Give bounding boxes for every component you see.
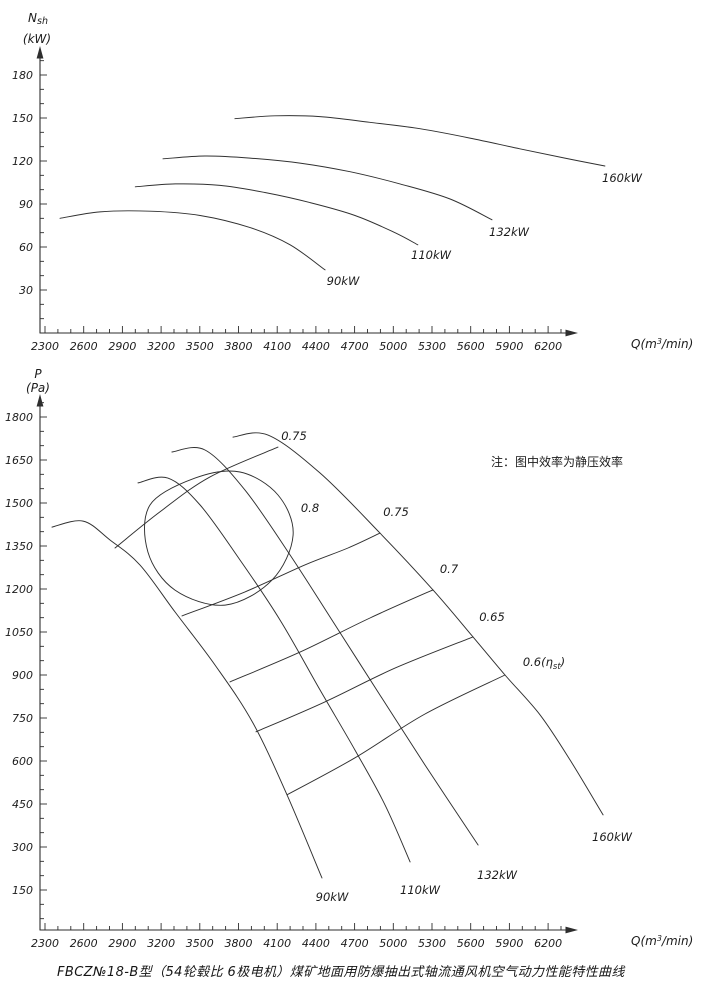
curve-eta-0.75-right: [181, 532, 381, 617]
chart-annotation: 0.65: [479, 610, 505, 624]
x-tick-label: 4700: [341, 340, 369, 353]
y-tick-label: 60: [19, 241, 33, 254]
static-pressure-chart: 2300 2600 2900 3200 3500 3800 4100 4400 4700 5000…: [5, 367, 693, 950]
x-tick-label: 2300: [31, 937, 59, 950]
chart-annotation: 160kW: [602, 171, 643, 185]
y-tick-label: 1500: [5, 497, 33, 510]
y-tick-label: 150: [12, 112, 33, 125]
shaft-power-chart: 2300 2600 2900 3200 3500 3800 4100 4400 4700 5000…: [12, 11, 693, 353]
x-tick-label: 4100: [263, 937, 291, 950]
y-axis-arrow-icon: [36, 46, 44, 59]
chart-annotation: 132kW: [489, 225, 530, 239]
x-tick-label: 5300: [418, 937, 446, 950]
y-tick-label: 1200: [5, 583, 33, 596]
chart-annotation: 90kW: [327, 274, 360, 288]
chart-annotation: Q(m3/min): [631, 337, 693, 351]
x-tick-label: 5900: [495, 340, 523, 353]
x-tick-label: 3800: [225, 340, 253, 353]
chart-annotation: 0.7: [440, 562, 459, 576]
y-tick-label: 1050: [5, 626, 33, 639]
y-tick-label: 750: [12, 712, 33, 725]
x-tick-label: 4400: [302, 340, 330, 353]
curve-90kW: [51, 520, 323, 879]
y-tick-label: 600: [12, 755, 33, 768]
chart-annotation: P: [34, 367, 42, 381]
y-tick-label: 1800: [5, 411, 33, 424]
x-tick-label: 3200: [147, 340, 175, 353]
y-tick-label: 300: [12, 841, 33, 854]
curve-eta-0.65: [255, 636, 474, 733]
x-tick-label: 4700: [341, 937, 369, 950]
curve-eta-0.7: [229, 589, 434, 683]
curve-160kW: [234, 115, 606, 167]
x-tick-label: 5600: [457, 340, 485, 353]
chart-annotation: 0.6(ηst): [523, 655, 565, 672]
y-tick-label: 900: [12, 669, 33, 682]
chart-annotation: 0.75: [383, 505, 409, 519]
figure-caption: FBCZ№18-B型（54轮毂比 6极电机）煤矿地面用防爆抽出式轴流通风机空气动…: [57, 965, 625, 980]
y-tick-label: 450: [12, 798, 33, 811]
chart-annotation: 0.75: [281, 429, 307, 443]
y-tick-label: 90: [19, 198, 33, 211]
curve-eta-0.75-left: [114, 446, 279, 549]
x-tick-label: 5600: [457, 937, 485, 950]
x-tick-label: 6200: [534, 937, 562, 950]
curve-eta-0.8-island: [144, 470, 294, 606]
x-tick-label: 4100: [263, 340, 291, 353]
curve-132kW: [171, 447, 479, 846]
chart-annotation: 132kW: [477, 868, 518, 882]
x-tick-label: 2300: [31, 340, 59, 353]
x-tick-label: 2600: [70, 340, 98, 353]
curve-110kW: [137, 476, 411, 863]
y-axis-arrow-icon: [36, 394, 44, 407]
x-tick-label: 3200: [147, 937, 175, 950]
x-tick-label: 6200: [534, 340, 562, 353]
x-tick-label: 3500: [186, 937, 214, 950]
curve-132kW: [162, 155, 493, 221]
chart-annotation: 160kW: [592, 830, 633, 844]
x-axis-arrow-icon: [565, 926, 578, 934]
curve-eta-0.6: [286, 674, 506, 796]
chart-annotation: 90kW: [316, 890, 349, 904]
chart-annotation: 0.8: [301, 501, 319, 515]
chart-annotation: 110kW: [400, 883, 441, 897]
y-tick-label: 1350: [5, 540, 33, 553]
x-tick-label: 4400: [302, 937, 330, 950]
chart-annotation: 110kW: [411, 248, 452, 262]
y-tick-label: 1650: [5, 454, 33, 467]
y-tick-label: 180: [12, 69, 33, 82]
y-tick-label: 150: [12, 884, 33, 897]
x-tick-label: 5000: [379, 340, 407, 353]
y-tick-label: 30: [19, 284, 33, 297]
x-tick-label: 3800: [225, 937, 253, 950]
x-tick-label: 2900: [108, 340, 136, 353]
x-tick-label: 5300: [418, 340, 446, 353]
chart-annotation: Nsh: [28, 11, 48, 27]
chart-annotation: 注：图中效率为静压效率: [491, 454, 623, 469]
x-tick-label: 5000: [379, 937, 407, 950]
x-tick-label: 2900: [108, 937, 136, 950]
x-tick-label: 5900: [495, 937, 523, 950]
chart-annotation: (kW): [23, 32, 51, 46]
curve-90kW: [59, 210, 326, 271]
chart-annotation: (Pa): [26, 381, 50, 395]
curve-110kW: [134, 183, 419, 246]
x-tick-label: 2600: [70, 937, 98, 950]
x-axis-arrow-icon: [565, 329, 578, 337]
curve-160kW: [232, 432, 604, 816]
charts-canvas: 2300 2600 2900 3200 3500 3800 4100 4400 4700 5000…: [5, 11, 693, 950]
x-tick-label: 3500: [186, 340, 214, 353]
chart-annotation: Q(m3/min): [631, 934, 693, 948]
y-tick-label: 120: [12, 155, 33, 168]
